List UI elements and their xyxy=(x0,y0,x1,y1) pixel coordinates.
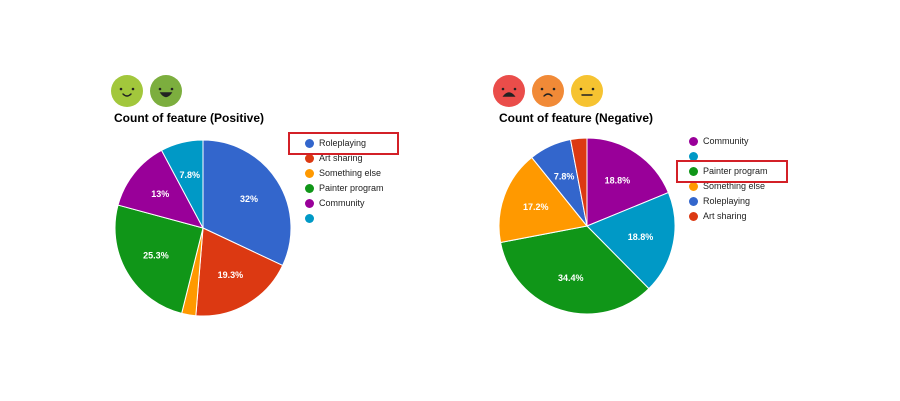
negative-slice-2 xyxy=(499,225,650,315)
negative-panel: Count of feature (Negative) 18.8% 18.8% 34… xyxy=(450,0,900,401)
positive-legend: Roleplaying Art sharing Something else Pain… xyxy=(302,136,384,226)
positive-slice-label-3: 25.3% xyxy=(143,251,169,261)
negative-legend: Community Painter program Something else Ro… xyxy=(686,134,768,224)
negative-slice-label-0: 18.8% xyxy=(605,176,631,186)
positive-legend-swatch-1 xyxy=(305,154,314,163)
positive-slice-label-1: 19.3% xyxy=(218,270,244,280)
negative-pie-chart: 18.8% 18.8% 34.4% 17.2% 7.8% xyxy=(498,137,676,315)
positive-pie-chart: 32% 19.3% 25.3% 13% 7.8% xyxy=(114,139,292,317)
negative-slice-5 xyxy=(569,137,588,227)
negative-slice-label-1: 18.8% xyxy=(628,232,654,242)
negative-legend-item-0[interactable]: Community xyxy=(686,134,768,149)
positive-highlight-box xyxy=(288,132,399,155)
positive-legend-swatch-2 xyxy=(305,169,314,178)
negative-sad-face-icon xyxy=(532,75,564,107)
positive-legend-label-0: Roleplaying xyxy=(319,138,367,148)
negative-legend-item-3[interactable]: Something else xyxy=(686,179,768,194)
negative-slice-label-4: 7.8% xyxy=(554,171,575,181)
negative-slice-0 xyxy=(586,137,670,227)
negative-face-icons xyxy=(493,75,603,107)
negative-legend-label-2: Painter program xyxy=(703,166,768,176)
negative-legend-swatch-5 xyxy=(689,212,698,221)
positive-slice-3 xyxy=(114,204,204,314)
positive-legend-label-3: Painter program xyxy=(319,183,384,193)
positive-legend-item-4[interactable]: Community xyxy=(302,196,384,211)
negative-legend-item-1[interactable] xyxy=(686,149,768,164)
negative-legend-swatch-4 xyxy=(689,197,698,206)
positive-legend-item-2[interactable]: Something else xyxy=(302,166,384,181)
positive-legend-item-1[interactable]: Art sharing xyxy=(302,151,384,166)
positive-legend-swatch-3 xyxy=(305,184,314,193)
positive-slice-0 xyxy=(202,139,292,267)
positive-grin-face-icon xyxy=(150,75,182,107)
positive-legend-label-4: Community xyxy=(319,198,365,208)
negative-chart-title: Count of feature (Negative) xyxy=(499,111,654,125)
positive-slice-label-4: 13% xyxy=(151,189,169,199)
negative-legend-label-0: Community xyxy=(703,136,749,146)
negative-legend-label-4: Roleplaying xyxy=(703,196,751,206)
positive-chart-title: Count of feature (Positive) xyxy=(114,111,265,125)
positive-legend-swatch-5 xyxy=(305,214,314,223)
negative-legend-label-3: Something else xyxy=(703,181,766,191)
positive-slice-label-0: 32% xyxy=(240,194,258,204)
positive-legend-item-0[interactable]: Roleplaying xyxy=(302,136,384,151)
negative-legend-item-2[interactable]: Painter program xyxy=(686,164,768,179)
negative-legend-label-5: Art sharing xyxy=(703,211,747,221)
positive-panel: Count of feature (Positive) 32% 19.3% 25.3… xyxy=(111,75,399,317)
positive-slice-5 xyxy=(160,139,204,229)
positive-legend-label-2: Something else xyxy=(319,168,382,178)
positive-slight-smile-face-icon xyxy=(111,75,143,107)
positive-legend-label-1: Art sharing xyxy=(319,153,363,163)
positive-legend-swatch-0 xyxy=(305,139,314,148)
positive-legend-item-5[interactable] xyxy=(302,211,384,226)
negative-legend-swatch-1 xyxy=(689,152,698,161)
negative-legend-swatch-3 xyxy=(689,182,698,191)
positive-legend-swatch-4 xyxy=(305,199,314,208)
negative-legend-swatch-0 xyxy=(689,137,698,146)
positive-slice-4 xyxy=(117,149,204,229)
negative-legend-item-5[interactable]: Art sharing xyxy=(686,209,768,224)
negative-slice-1 xyxy=(586,191,676,290)
negative-neutral-face-icon xyxy=(571,75,603,107)
positive-face-icons xyxy=(111,75,182,107)
positive-slice-1 xyxy=(195,227,284,317)
negative-legend-item-4[interactable]: Roleplaying xyxy=(686,194,768,209)
negative-slice-label-3: 17.2% xyxy=(523,202,549,212)
negative-legend-swatch-2 xyxy=(689,167,698,176)
positive-legend-item-3[interactable]: Painter program xyxy=(302,181,384,196)
positive-slice-label-5: 7.8% xyxy=(180,170,201,180)
negative-highlight-box xyxy=(676,160,788,183)
negative-slice-3 xyxy=(498,156,588,244)
negative-frown-face-icon xyxy=(493,75,525,107)
negative-slice-label-2: 34.4% xyxy=(558,273,584,283)
